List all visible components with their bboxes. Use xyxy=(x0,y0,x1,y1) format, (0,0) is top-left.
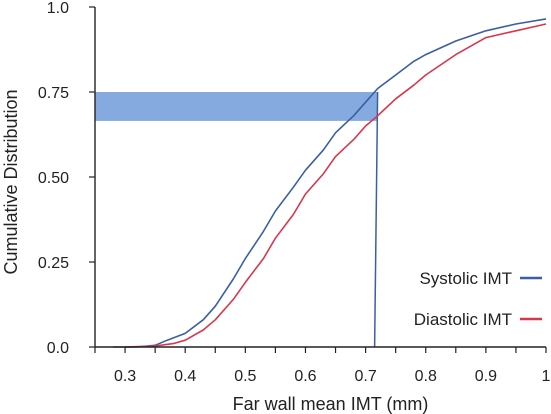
shaded-band xyxy=(95,92,378,121)
x-tick-label: 0.3 xyxy=(114,368,136,385)
series-line-systolic xyxy=(113,18,547,348)
legend-label-diastolic: Diastolic IMT xyxy=(414,310,512,329)
legend: Systolic IMT Diastolic IMT xyxy=(414,269,542,329)
x-tick-label: 1 xyxy=(542,368,551,385)
x-tick-label: 0.9 xyxy=(475,368,497,385)
series-line-diastolic xyxy=(125,23,547,348)
y-tick-label: 0.0 xyxy=(47,340,69,357)
marker-line xyxy=(373,91,379,348)
y-tick-label: 0.50 xyxy=(38,170,69,187)
y-tick-label: 0.75 xyxy=(38,85,69,102)
y-tick-label: 0.25 xyxy=(38,255,69,272)
axes: 0.3 0.4 0.5 0.6 0.7 0.8 0.9 1 0.0 0.25 0.50 0.75 1.0 xyxy=(38,0,551,385)
plot-area xyxy=(95,18,547,348)
x-tick-label: 0.4 xyxy=(174,368,196,385)
x-tick-label: 0.5 xyxy=(234,368,256,385)
y-axis-label: Cumulative Distribution xyxy=(1,89,21,274)
x-tick-label: 0.7 xyxy=(354,368,376,385)
x-tick-label: 0.6 xyxy=(294,368,316,385)
x-tick-label: 0.8 xyxy=(415,368,437,385)
y-tick-label: 1.0 xyxy=(47,0,69,17)
x-axis-label: Far wall mean IMT (mm) xyxy=(233,394,429,414)
legend-label-systolic: Systolic IMT xyxy=(419,269,512,288)
